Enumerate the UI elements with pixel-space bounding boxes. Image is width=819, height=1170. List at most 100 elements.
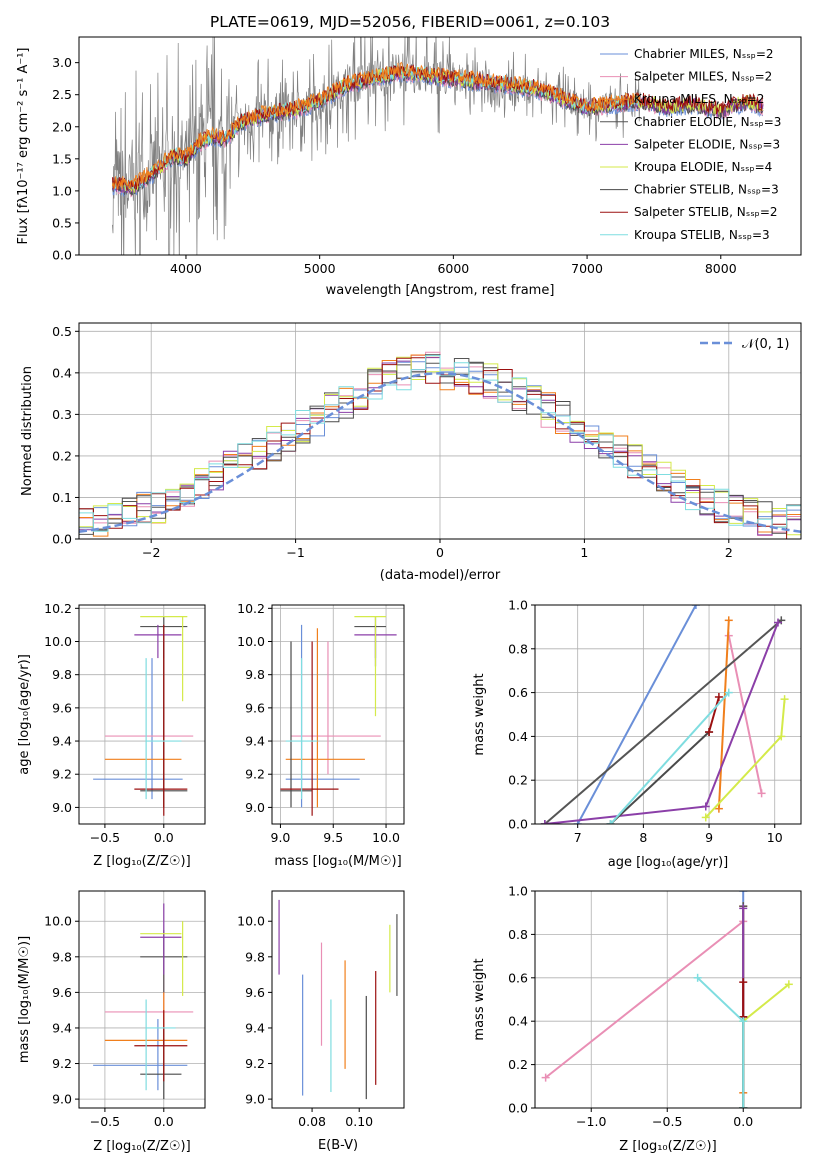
y-tick-label: 0.6 xyxy=(508,970,528,985)
axes-frame xyxy=(534,604,802,825)
x-tick-label: 2 xyxy=(725,545,733,560)
weight-group xyxy=(541,891,793,1108)
spectrum-group xyxy=(111,37,764,255)
legend-entry: Kroupa STELIB, Nₛₛₚ=3 xyxy=(634,228,770,242)
legend-entry: 𝒩(0, 1) xyxy=(742,337,789,352)
weight-line xyxy=(609,731,710,824)
weight-line xyxy=(708,696,720,733)
axes-frame xyxy=(271,604,405,825)
y-tick-label: 9.8 xyxy=(52,667,72,682)
x-tick-label: 7000 xyxy=(571,261,603,276)
x-tick-label: 8 xyxy=(639,830,647,845)
y-tick-label: 0.1 xyxy=(52,490,72,505)
y-tick-label: 10.0 xyxy=(44,634,72,649)
legend: Chabrier MILES, Nₛₛₚ=2 Salpeter MILES, Nₛ… xyxy=(600,47,781,242)
y-tick-label: 0.0 xyxy=(508,1101,528,1116)
chart-title: PLATE=0619, MJD=52056, FIBERID=0061, z=0… xyxy=(210,13,610,31)
axes-panel-2: −0.5 0.0 9.0 9.2 9.4 9.6 9.8 10.0 10.2 Z [log₁₀(Z… xyxy=(17,601,206,869)
x-tick-label: −1.0 xyxy=(576,1114,606,1129)
axes-panel-7: −1.0 −0.5 0.0 0.0 0.2 0.4 0.6 0.8 1.0 Z [log₁₀(Z/… xyxy=(472,884,802,1154)
x-tick-label: 7 xyxy=(574,830,582,845)
legend-entry: Salpeter STELIB, Nₛₛₚ=2 xyxy=(634,205,778,219)
y-tick-label: 9.4 xyxy=(245,734,265,749)
histogram-group xyxy=(79,351,801,539)
axes-frame xyxy=(78,322,802,540)
weight-line xyxy=(727,635,763,794)
axes-panel-6: 0.08 0.10 9.0 9.2 9.4 9.6 9.8 10.0 E(B-V) xyxy=(237,890,405,1153)
y-tick-label: 2.5 xyxy=(52,87,72,102)
x-tick-label: 0 xyxy=(436,545,444,560)
weight-line xyxy=(609,691,730,824)
y-tick-label: 9.0 xyxy=(245,1092,265,1107)
errorbar-group xyxy=(280,616,397,816)
y-tick-label: 0.0 xyxy=(508,817,528,832)
y-tick-label: 0.6 xyxy=(508,685,528,700)
errorbar-group xyxy=(93,903,194,1100)
y-tick-label: 9.6 xyxy=(245,985,265,1000)
y-tick-label: 9.2 xyxy=(245,767,265,782)
weight-line xyxy=(717,620,730,809)
x-tick-label: −0.5 xyxy=(90,1114,120,1129)
axes-panel-4: 7 8 9 10 0.0 0.2 0.4 0.6 0.8 1.0 age [log₁₀(age/yr… xyxy=(472,598,802,870)
x-axis-label: age [log₁₀(age/yr)] xyxy=(608,855,729,870)
y-axis-label: mass [log₁₀(M/M☉)] xyxy=(17,936,32,1063)
x-tick-label: 4000 xyxy=(170,261,202,276)
y-tick-label: 0.4 xyxy=(508,729,528,744)
y-tick-label: 9.6 xyxy=(52,985,72,1000)
y-axis-label: mass weight xyxy=(472,673,487,755)
y-tick-label: 10.0 xyxy=(237,914,265,929)
y-axis-label: Flux [fλ10⁻¹⁷ erg cm⁻² s⁻¹ A⁻¹] xyxy=(16,48,31,245)
y-tick-label: 9.6 xyxy=(245,700,265,715)
x-tick-label: 6000 xyxy=(437,261,469,276)
y-tick-label: 9.2 xyxy=(52,767,72,782)
axes-panel-1: −2 −1 0 1 2 0.0 0.1 0.2 0.3 0.4 0.5 (data-model)/er… xyxy=(20,322,802,583)
x-tick-label: 9.0 xyxy=(271,830,291,845)
y-tick-label: 9.0 xyxy=(52,1092,72,1107)
y-tick-label: 3.0 xyxy=(52,55,72,70)
axes-panel-5: −0.5 0.0 9.0 9.2 9.4 9.6 9.8 10.0 Z [log₁₀(Z/Z☉)… xyxy=(17,890,206,1154)
y-tick-label: 0.5 xyxy=(52,215,72,230)
axes-frame xyxy=(534,890,802,1109)
x-tick-label: 10 xyxy=(767,830,783,845)
legend-entry: Salpeter MILES, Nₛₛₚ=2 xyxy=(634,70,772,84)
axes-frame xyxy=(78,604,206,825)
legend-entry: Chabrier MILES, Nₛₛₚ=2 xyxy=(634,47,774,61)
x-tick-label: 1 xyxy=(580,545,588,560)
y-tick-label: 10.2 xyxy=(44,601,72,616)
x-tick-label: 0.0 xyxy=(154,1114,174,1129)
weight-line xyxy=(696,977,745,1108)
histogram-step-line xyxy=(79,356,801,536)
y-tick-label: 9.2 xyxy=(52,1056,72,1071)
y-tick-label: 10.2 xyxy=(237,601,265,616)
x-axis-label: (data-model)/error xyxy=(380,568,501,583)
histogram-step-line xyxy=(79,354,801,537)
y-tick-label: 9.0 xyxy=(52,800,72,815)
x-axis-label: wavelength [Angstrom, rest frame] xyxy=(326,283,555,298)
axes-panel-3: 9.0 9.5 10.0 9.0 9.2 9.4 9.6 9.8 10.0 10.2 mass [l… xyxy=(237,601,405,869)
axes-frame xyxy=(78,890,206,1109)
axes-panel-0: 4000 5000 6000 7000 8000 0.0 0.5 1.0 1.5 2.0 2.5 3.… xyxy=(16,36,802,298)
x-axis-label: Z [log₁₀(Z/Z☉)] xyxy=(93,854,190,869)
x-tick-label: 0.10 xyxy=(345,1114,373,1129)
normal-curve-line xyxy=(79,372,801,533)
y-tick-label: 9.6 xyxy=(52,700,72,715)
y-tick-label: 9.8 xyxy=(245,667,265,682)
y-tick-label: 9.4 xyxy=(52,1020,72,1035)
y-tick-label: 9.2 xyxy=(245,1056,265,1071)
y-tick-label: 2.0 xyxy=(52,119,72,134)
x-tick-label: 0.0 xyxy=(154,830,174,845)
x-axis-label: Z [log₁₀(Z/Z☉)] xyxy=(93,1139,190,1154)
histogram-step-line xyxy=(79,357,801,539)
y-tick-label: 1.0 xyxy=(52,183,72,198)
x-axis-label: E(B-V) xyxy=(318,1138,358,1153)
x-tick-label: 0.0 xyxy=(733,1114,753,1129)
x-tick-label: −2 xyxy=(142,545,160,560)
legend-entry: Kroupa MILES, Nₛₛₚ=2 xyxy=(634,92,764,106)
y-tick-label: 10.0 xyxy=(237,634,265,649)
histogram-step-line xyxy=(79,351,801,536)
y-tick-label: 0.0 xyxy=(52,532,72,547)
histogram-step-line xyxy=(79,358,801,535)
x-tick-label: 9.5 xyxy=(323,830,343,845)
y-tick-label: 0.2 xyxy=(508,773,528,788)
